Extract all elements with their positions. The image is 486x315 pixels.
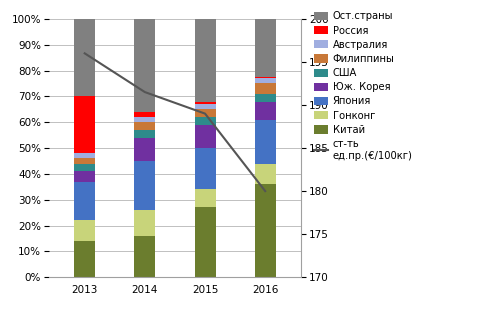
Bar (134, 236, 156, 277)
Bar (134, 112, 156, 117)
Bar (134, 210, 156, 236)
Bar (255, 120, 276, 163)
Bar (74, 19, 95, 96)
Bar (194, 104, 216, 109)
Bar (74, 220, 95, 241)
Bar (255, 83, 276, 94)
Bar (255, 163, 276, 184)
Bar (255, 101, 276, 120)
Bar (74, 96, 95, 153)
Bar (194, 208, 216, 277)
Bar (255, 77, 276, 78)
Bar (194, 101, 216, 104)
Bar (74, 153, 95, 158)
Bar (134, 117, 156, 122)
Bar (194, 109, 216, 117)
Bar (134, 122, 156, 130)
Bar (194, 148, 216, 189)
Bar (134, 130, 156, 138)
Bar (74, 182, 95, 220)
Bar (74, 171, 95, 182)
Bar (255, 94, 276, 101)
Bar (194, 125, 216, 148)
Bar (74, 163, 95, 171)
Bar (74, 241, 95, 277)
Bar (194, 117, 216, 125)
Bar (74, 158, 95, 163)
Bar (194, 189, 216, 208)
Bar (134, 19, 156, 112)
Bar (134, 138, 156, 161)
Bar (255, 184, 276, 277)
Bar (255, 78, 276, 83)
Bar (194, 19, 216, 101)
Bar (134, 161, 156, 210)
Legend: Ост.страны, Россия, Австралия, Филиппины, США, Юж. Корея, Япония, Гонконг, Китай: Ост.страны, Россия, Австралия, Филиппины… (313, 11, 413, 161)
Bar (255, 19, 276, 77)
